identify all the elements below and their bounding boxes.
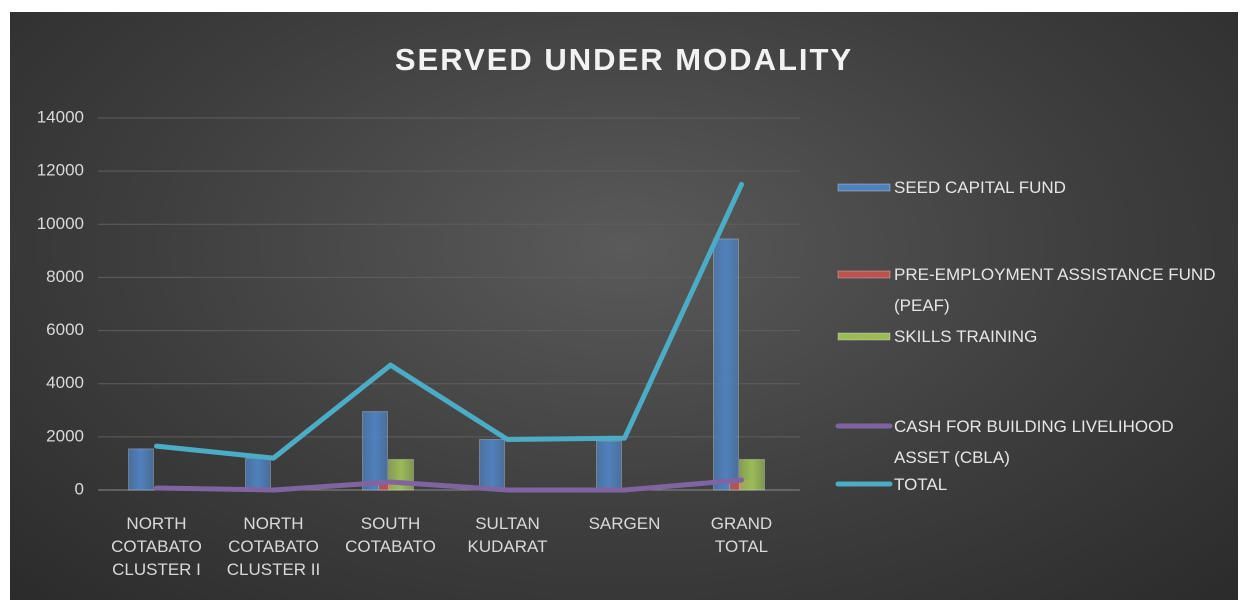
- y-tick-label: 12000: [37, 161, 84, 180]
- x-tick-label: NORTH COTABATO CLUSTER II: [226, 514, 321, 579]
- legend-swatch: [837, 332, 891, 341]
- y-tick-label: 2000: [46, 426, 84, 445]
- bar: [128, 448, 154, 491]
- x-tick-label: NORTH COTABATO CLUSTER I: [111, 514, 202, 579]
- x-tick-label: SULTAN KUDARAT: [467, 514, 548, 556]
- x-tick-label: GRAND TOTAL: [710, 514, 773, 556]
- bar: [479, 439, 505, 491]
- legend-label: CASH FOR BUILDING LIVELIHOOD ASSET (CBLA…: [894, 417, 1174, 467]
- bar: [713, 238, 739, 491]
- legend-label: PRE-EMPLOYMENT ASSISTANCE FUND (PEAF): [894, 265, 1216, 315]
- y-tick-label: 4000: [46, 373, 84, 392]
- legend-swatch: [837, 270, 891, 279]
- y-tick-label: 14000: [37, 107, 84, 126]
- y-tick-label: 8000: [46, 267, 84, 286]
- plot: 0 2000 4000 6000 8000 10000 12000 14000: [37, 107, 893, 498]
- y-tick-label: 6000: [46, 320, 84, 339]
- legend-label: SKILLS TRAINING: [894, 327, 1038, 346]
- legend-label: SEED CAPITAL FUND: [894, 178, 1066, 197]
- bar: [362, 411, 388, 491]
- y-tick-label: 0: [75, 479, 84, 498]
- legend-swatch: [837, 183, 891, 192]
- line: [154, 477, 744, 493]
- x-tick-label: SOUTH COTABATO: [345, 514, 436, 556]
- legend-label: TOTAL: [894, 475, 948, 494]
- y-tick-label: 10000: [37, 214, 84, 233]
- chart-title: SERVED UNDER MODALITY: [394, 42, 854, 77]
- bar: [739, 458, 765, 491]
- bar: [245, 457, 271, 491]
- line: [154, 181, 744, 461]
- chart: 0 2000 4000 6000 8000 10000 12000 14000 SERVED …: [10, 12, 1238, 600]
- x-tick-label: SARGEN: [588, 514, 661, 533]
- bar: [596, 440, 622, 491]
